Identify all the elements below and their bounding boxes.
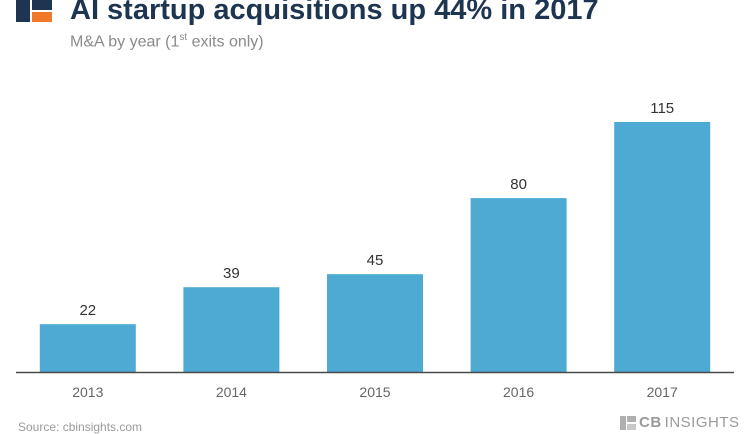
bar-2016 bbox=[470, 198, 567, 372]
data-label-2013: 22 bbox=[79, 302, 96, 319]
x-tick-label-2015: 2015 bbox=[359, 384, 390, 400]
chart-title: AI startup acquisitions up 44% in 2017 bbox=[70, 0, 599, 26]
brand-wordmark: CB INSIGHTS bbox=[620, 414, 740, 431]
data-label-2016: 80 bbox=[510, 176, 527, 193]
logo-block-dark-icon bbox=[16, 0, 30, 22]
source-note: Source: cbinsights.com bbox=[18, 420, 143, 434]
brand-mark-icon bbox=[620, 415, 636, 430]
bar-2017 bbox=[614, 122, 711, 372]
bar-2014 bbox=[183, 287, 280, 372]
brand-cb: CB bbox=[639, 414, 662, 431]
data-label-2014: 39 bbox=[223, 265, 240, 282]
chart-subtitle: M&A by year (1st exits only) bbox=[70, 32, 264, 51]
cb-insights-logo-icon bbox=[16, 0, 52, 22]
subtitle-superscript: st bbox=[179, 32, 188, 43]
brand-insights: INSIGHTS bbox=[664, 414, 740, 431]
subtitle-text-end: exits only) bbox=[187, 33, 264, 51]
bar-chart: 22 2013 39 2014 45 2015 80 2016 115 2017 bbox=[16, 100, 734, 400]
x-tick-label-2017: 2017 bbox=[647, 384, 678, 400]
x-tick-label-2014: 2014 bbox=[216, 384, 247, 400]
bar-2013 bbox=[39, 324, 136, 372]
logo-block-orange-icon bbox=[32, 12, 52, 22]
bar-2015 bbox=[327, 274, 423, 372]
x-tick-label-2016: 2016 bbox=[503, 384, 534, 400]
x-tick-label-2013: 2013 bbox=[72, 384, 103, 400]
logo-block-top-icon bbox=[32, 0, 52, 10]
subtitle-text-start: M&A by year (1 bbox=[70, 33, 180, 51]
data-label-2015: 45 bbox=[367, 252, 384, 269]
data-label-2017: 115 bbox=[650, 100, 674, 117]
